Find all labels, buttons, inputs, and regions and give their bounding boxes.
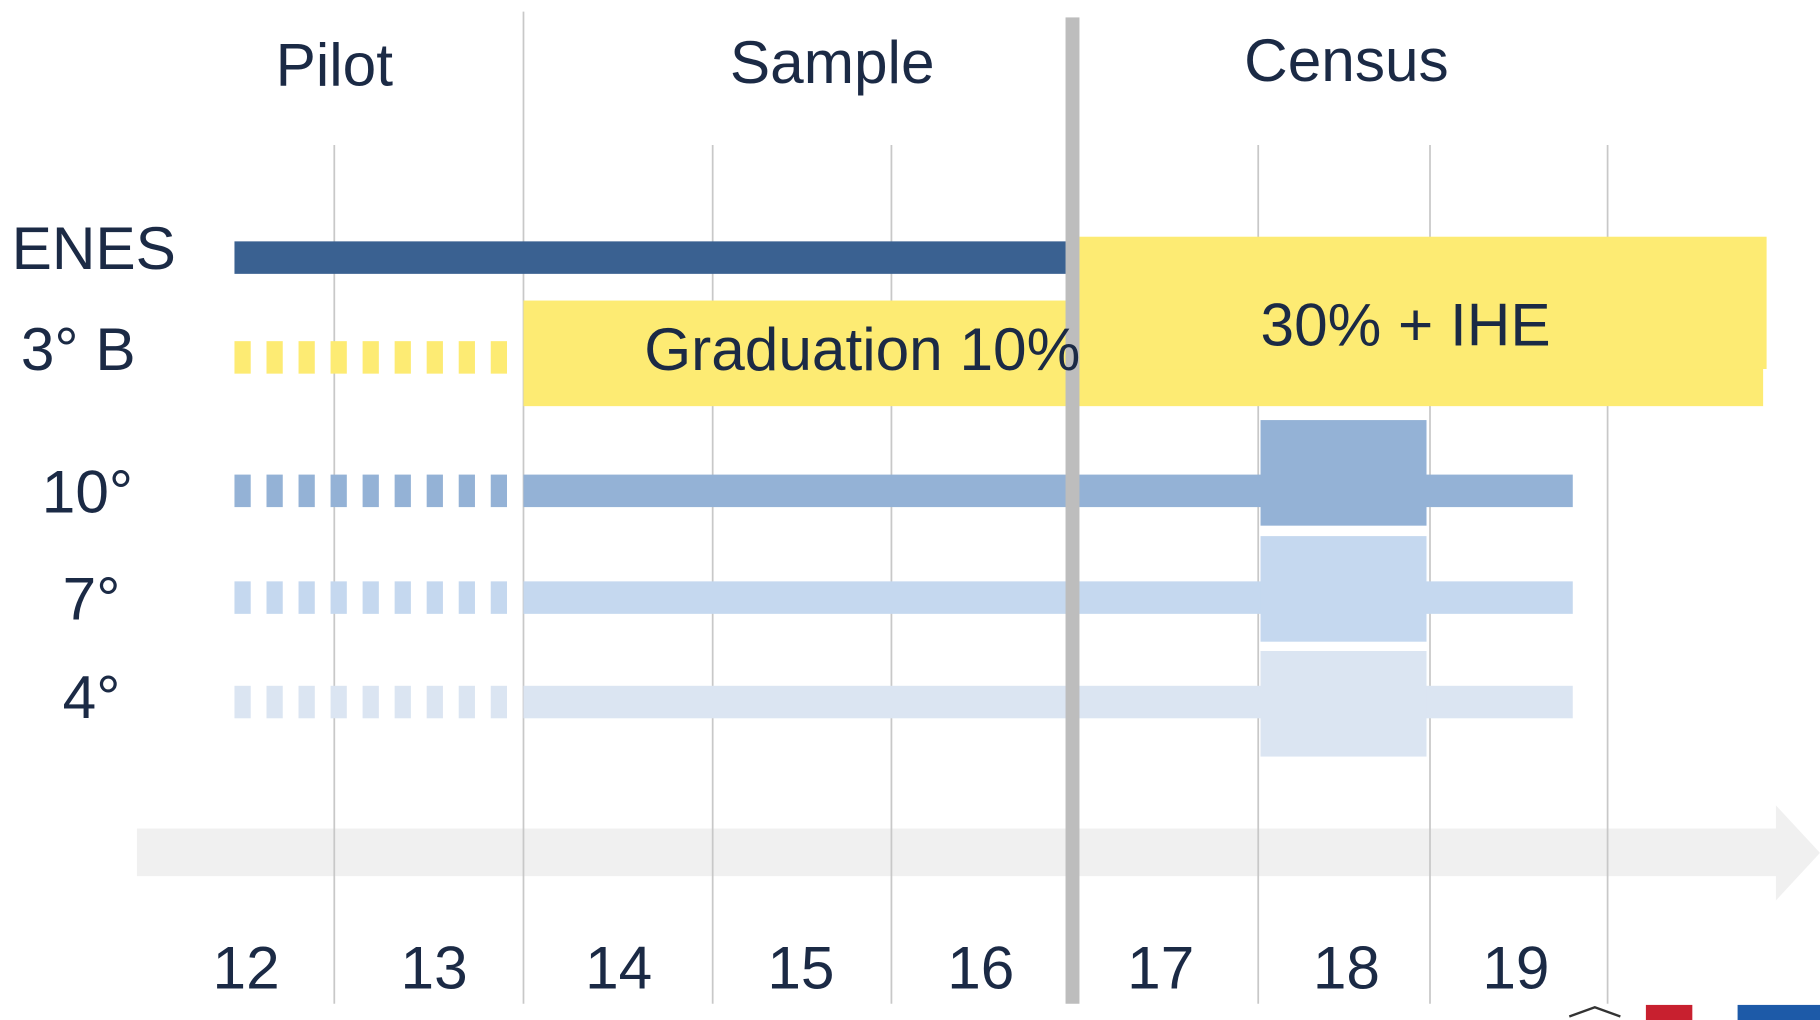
logo [1645, 1004, 1693, 1020]
dash [298, 474, 315, 508]
dash [330, 341, 347, 374]
ihe-box [1079, 236, 1767, 370]
dash [394, 341, 411, 374]
dash [394, 685, 411, 719]
bar-label: Graduation 10% [644, 315, 1080, 383]
dash [362, 581, 379, 614]
dash [362, 474, 379, 508]
bar-label: 30% + IHE [1261, 290, 1551, 358]
dash [394, 474, 411, 508]
census-box-7 [1260, 536, 1427, 642]
row-label: 4° [63, 663, 121, 731]
year-label: 18 [1313, 933, 1380, 1001]
dash [330, 581, 347, 614]
row-label: 10° [42, 458, 133, 526]
dash [490, 685, 507, 719]
dash [266, 341, 283, 374]
logo [1568, 1006, 1621, 1018]
dash [458, 341, 475, 374]
dash [298, 685, 315, 719]
enes-bar [234, 241, 1073, 274]
dash [490, 581, 507, 614]
pilot-dashes [234, 341, 507, 719]
dash [458, 474, 475, 508]
dash [362, 685, 379, 719]
logo [1737, 1004, 1820, 1020]
dash [458, 685, 475, 719]
dash [298, 341, 315, 374]
dash [330, 474, 347, 508]
census-box-10 [1260, 420, 1427, 526]
year-label: 15 [767, 933, 834, 1001]
census-box-4 [1260, 650, 1427, 757]
year-label: 19 [1482, 933, 1549, 1001]
dash [490, 474, 507, 508]
census-divider [1065, 17, 1080, 1004]
time-arrow [136, 805, 1820, 901]
dash [394, 581, 411, 614]
phase-label: Sample [730, 28, 935, 96]
year-labels: 12 13 14 15 16 17 18 19 [213, 933, 1550, 1001]
dash [266, 581, 283, 614]
year-label: 13 [401, 933, 468, 1001]
dash [234, 474, 251, 508]
dash [234, 581, 251, 614]
row-label: 3° B [21, 315, 136, 383]
year-label: 14 [585, 933, 652, 1001]
year-label: 17 [1127, 933, 1194, 1001]
row-label: 7° [63, 564, 121, 632]
dash [426, 685, 443, 719]
dash [426, 581, 443, 614]
dash [426, 474, 443, 508]
dash [266, 685, 283, 719]
year-label: 12 [213, 933, 280, 1001]
dash [298, 581, 315, 614]
dash [234, 341, 251, 374]
phase-label: Census [1244, 26, 1449, 94]
phase-label: Pilot [276, 31, 394, 99]
dash [426, 341, 443, 374]
dash [234, 685, 251, 719]
row-label: ENES [12, 214, 176, 282]
dash [330, 685, 347, 719]
dash [458, 581, 475, 614]
dash [266, 474, 283, 508]
dash [362, 341, 379, 374]
dash [490, 341, 507, 374]
year-label: 16 [947, 933, 1014, 1001]
